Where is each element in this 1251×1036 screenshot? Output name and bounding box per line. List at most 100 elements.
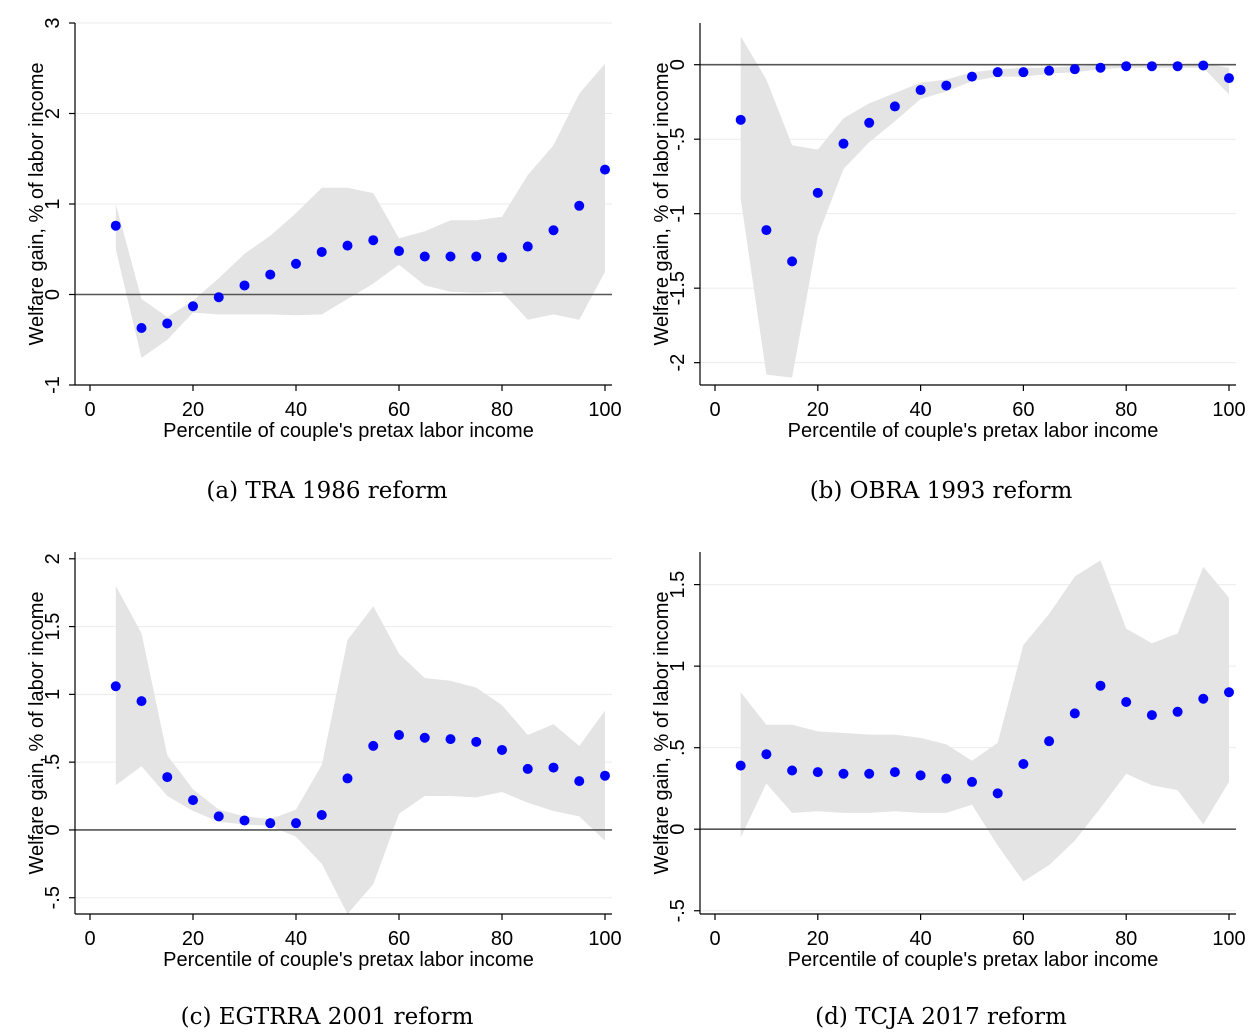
x-tick-label: 40: [285, 399, 307, 421]
x-tick-label: 60: [1012, 928, 1034, 950]
data-point: [497, 745, 507, 755]
data-point: [265, 270, 275, 280]
data-point: [600, 165, 610, 175]
data-point: [941, 774, 951, 784]
x-tick-label: 40: [285, 928, 307, 950]
data-point: [446, 734, 456, 744]
chart-panel-obra-1993: 0 20 40 60 80 100 -2 -1.5 -1 -.5 0 Percentile of co…: [625, 0, 1251, 460]
data-point: [1096, 681, 1106, 691]
data-point: [188, 795, 198, 805]
data-point: [1224, 687, 1234, 697]
y-axis-title: Welfare gain, % of labor income: [651, 591, 673, 874]
chart-panel-tcja-2017: 0 20 40 60 80 100 -.5 0 .5 1 1.5 Percentile of coup…: [625, 530, 1251, 990]
x-tick-label: 60: [388, 399, 410, 421]
data-point: [600, 771, 610, 781]
data-point: [813, 188, 823, 198]
data-point: [1044, 736, 1054, 746]
chart-svg: 0 20 40 60 80 100 -.5 0 .5 1 1.5 2 Percentile of cou…: [0, 530, 630, 990]
chart-svg: 0 20 40 60 80 100 -.5 0 .5 1 1.5 Percentile of coup…: [625, 530, 1251, 990]
data-point: [813, 767, 823, 777]
data-point: [1198, 60, 1208, 70]
x-axis-title: Percentile of couple's pretax labor inco…: [788, 420, 1159, 442]
caption-obra-1993: (b) OBRA 1993 reform: [631, 478, 1251, 504]
chart-panel-tra-1986: 0 20 40 60 80 100 -1 0 1 2 3 Percentile of couple's…: [0, 0, 630, 460]
data-point: [864, 769, 874, 779]
data-point: [420, 251, 430, 261]
data-point: [420, 733, 430, 743]
data-point: [471, 251, 481, 261]
x-tick-label: 80: [491, 928, 513, 950]
data-point: [111, 681, 121, 691]
data-point: [787, 766, 797, 776]
x-tick-label: 40: [909, 399, 931, 421]
x-tick-label: 20: [807, 399, 829, 421]
data-point: [993, 67, 1003, 77]
data-point: [240, 815, 250, 825]
x-tick-label: 100: [1212, 928, 1245, 950]
data-point: [1018, 759, 1028, 769]
y-axis-title: Welfare gain, % of labor income: [26, 591, 48, 874]
x-tick-label: 0: [709, 399, 720, 421]
y-tick-label: -.5: [667, 899, 689, 922]
x-tick-label: 60: [1012, 399, 1034, 421]
x-tick-label: 20: [807, 928, 829, 950]
chart-panel-egtrra-2001: 0 20 40 60 80 100 -.5 0 .5 1 1.5 2 Percentile of cou…: [0, 530, 630, 990]
x-tick-label: 60: [388, 928, 410, 950]
data-point: [787, 256, 797, 266]
data-point: [736, 761, 746, 771]
data-point: [916, 85, 926, 95]
confidence-band: [116, 586, 605, 914]
data-point: [523, 242, 533, 252]
data-point: [574, 201, 584, 211]
x-tick-label: 0: [709, 928, 720, 950]
data-point: [111, 221, 121, 231]
data-point: [1147, 710, 1157, 720]
x-axis-title: Percentile of couple's pretax labor inco…: [788, 949, 1159, 971]
x-tick-label: 80: [1115, 399, 1137, 421]
data-point: [291, 259, 301, 269]
confidence-band: [741, 560, 1229, 881]
x-tick-label: 100: [1212, 399, 1245, 421]
data-point: [162, 318, 172, 328]
x-tick-label: 80: [1115, 928, 1137, 950]
data-point: [240, 280, 250, 290]
x-tick-label: 20: [182, 928, 204, 950]
y-tick-label: -1: [42, 376, 64, 394]
data-point: [549, 225, 559, 235]
data-point: [343, 773, 353, 783]
data-point: [1044, 66, 1054, 76]
data-point: [394, 730, 404, 740]
data-point: [1173, 707, 1183, 717]
data-point: [214, 292, 224, 302]
confidence-band: [116, 64, 605, 358]
data-point: [1096, 63, 1106, 73]
x-axis-title: Percentile of couple's pretax labor inco…: [163, 949, 534, 971]
data-point: [761, 749, 771, 759]
data-point: [941, 81, 951, 91]
data-point: [1018, 67, 1028, 77]
x-tick-label: 100: [588, 399, 621, 421]
y-tick-label: -2: [667, 354, 689, 372]
confidence-band: [741, 36, 1229, 377]
data-point: [839, 769, 849, 779]
data-point: [549, 763, 559, 773]
data-point: [317, 247, 327, 257]
y-tick-label: 2: [42, 553, 64, 564]
data-point: [394, 246, 404, 256]
y-axis-title: Welfare gain, % of labor income: [26, 62, 48, 345]
x-tick-label: 80: [491, 399, 513, 421]
data-point: [1121, 697, 1131, 707]
data-point: [446, 251, 456, 261]
x-tick-label: 100: [588, 928, 621, 950]
caption-tra-1986: (a) TRA 1986 reform: [17, 478, 637, 504]
data-point: [1121, 61, 1131, 71]
x-tick-label: 20: [182, 399, 204, 421]
data-point: [864, 118, 874, 128]
y-axis-title: Welfare gain, % of labor income: [651, 62, 673, 345]
data-point: [137, 696, 147, 706]
data-point: [1173, 61, 1183, 71]
data-point: [890, 101, 900, 111]
data-point: [368, 235, 378, 245]
data-point: [137, 323, 147, 333]
data-point: [343, 241, 353, 251]
